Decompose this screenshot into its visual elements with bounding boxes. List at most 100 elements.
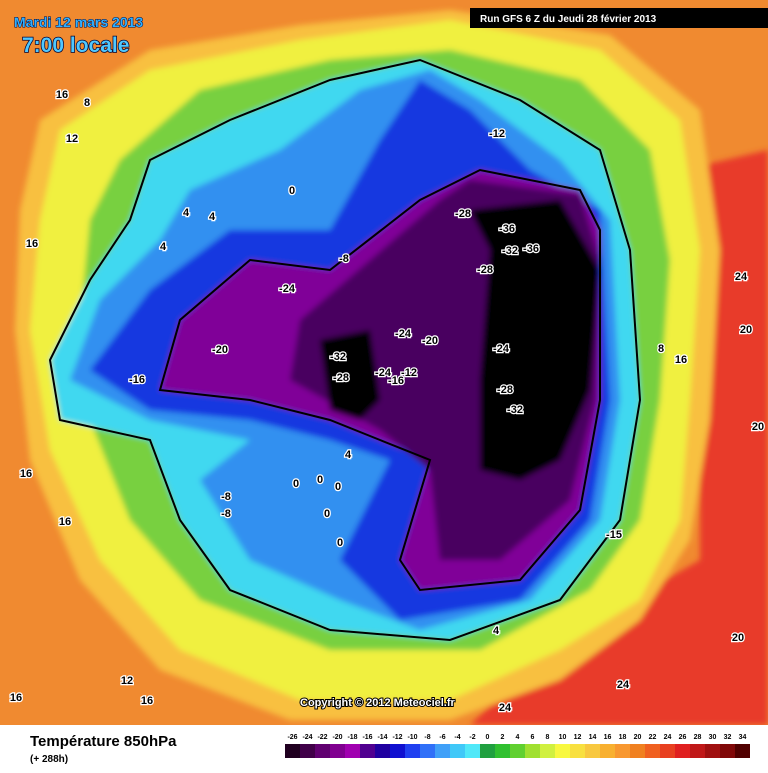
- run-box: [470, 8, 768, 28]
- colorbar-swatch: [315, 744, 330, 758]
- isotherm-label: 12: [121, 675, 133, 687]
- colorbar-swatch: [645, 744, 660, 758]
- colorbar-label: -4: [454, 734, 460, 741]
- isotherm-label: -20: [422, 335, 438, 347]
- colorbar-label: -14: [377, 734, 387, 741]
- isotherm-label: -12: [489, 128, 505, 140]
- isotherm-label: 8: [658, 343, 664, 355]
- footer-title: Température 850hPa: [30, 733, 177, 750]
- isotherm-label: -32: [502, 245, 518, 257]
- isotherm-label: -8: [221, 508, 231, 520]
- isotherm-label: 24: [617, 679, 630, 691]
- isotherm-label: 4: [209, 211, 216, 223]
- isotherm-label: 0: [289, 185, 295, 197]
- isotherm-label: 24: [735, 271, 748, 283]
- contour-line: [48, 58, 642, 642]
- isotherm-label: -28: [497, 384, 513, 396]
- isotherm-label: 20: [732, 632, 744, 644]
- footer-lead: (+ 288h): [30, 754, 68, 765]
- isotherm-label: -36: [523, 243, 539, 255]
- colorbar-label: 28: [694, 734, 702, 741]
- isotherm-label: 12: [66, 133, 78, 145]
- colorbar-label: 0: [486, 734, 490, 741]
- date: Mardi 12 mars 2013: [14, 14, 143, 30]
- colorbar-swatch: [375, 744, 390, 758]
- colorbar-swatch: [585, 744, 600, 758]
- colorbar-swatch: [570, 744, 585, 758]
- isotherm-label: 4: [160, 241, 167, 253]
- colorbar-label: 22: [649, 734, 657, 741]
- isotherm-label: -8: [339, 253, 349, 265]
- isotherm-label: -16: [129, 374, 145, 386]
- isotherm-label: 20: [740, 324, 752, 336]
- colorbar-label: 2: [501, 734, 505, 741]
- colorbar-label: 14: [589, 734, 597, 741]
- colorbar-swatch: [495, 744, 510, 758]
- colorbar-swatch: [450, 744, 465, 758]
- colorbar-label: 24: [664, 734, 672, 741]
- colorbar-swatch: [285, 744, 300, 758]
- isotherm-label: 16: [141, 695, 153, 707]
- isotherm-label: 0: [335, 481, 341, 493]
- colorbar-label: 30: [709, 734, 717, 741]
- colorbar-label: 26: [679, 734, 687, 741]
- isotherm-label: 16: [20, 468, 32, 480]
- isotherm-label: -16: [388, 375, 404, 387]
- colorbar-label: -10: [407, 734, 417, 741]
- colorbar-swatch: [600, 744, 615, 758]
- colorbar-label: -22: [317, 734, 327, 741]
- zone-minus-32: [470, 200, 600, 480]
- colorbar-label: 16: [604, 734, 612, 741]
- colorbar-swatch: [345, 744, 360, 758]
- colorbar-label: 4: [516, 734, 520, 741]
- isotherm-label: -20: [212, 344, 228, 356]
- isotherm-label: 4: [493, 625, 500, 637]
- copyright: Copyright © 2012 Meteociel.fr: [300, 697, 456, 709]
- isotherm-label: -24: [279, 283, 296, 295]
- isotherm-label: -8: [221, 491, 231, 503]
- isotherm-label: 24: [499, 702, 512, 714]
- colorbar-label: -26: [287, 734, 297, 741]
- contours: [48, 58, 642, 642]
- colorbar-swatch: [705, 744, 720, 758]
- isotherm-label: -32: [330, 351, 346, 363]
- isotherm-label: -15: [606, 529, 622, 541]
- colorbar-label: -2: [469, 734, 475, 741]
- colorbar-label: 32: [724, 734, 732, 741]
- colorbar-swatch: [360, 744, 375, 758]
- isotherm-label: 4: [183, 207, 190, 219]
- isotherm-label: 8: [84, 97, 90, 109]
- isotherm-label: 16: [675, 354, 687, 366]
- colorbar-label: -16: [362, 734, 372, 741]
- isotherm-label: -28: [333, 372, 349, 384]
- colorbar-swatch: [660, 744, 675, 758]
- isotherm-label: -28: [477, 264, 493, 276]
- colorbar-label: -12: [392, 734, 402, 741]
- isotherm-label: 16: [26, 238, 38, 250]
- colorbar-label: -18: [347, 734, 357, 741]
- colorbar-label: 34: [739, 734, 747, 741]
- colorbar-swatch: [525, 744, 540, 758]
- colorbar-swatch: [435, 744, 450, 758]
- colorbar-swatch: [510, 744, 525, 758]
- colorbar-swatch: [720, 744, 735, 758]
- isotherm-label: 20: [752, 421, 764, 433]
- colorbar-label: -20: [332, 734, 342, 741]
- colorbar-swatch: [390, 744, 405, 758]
- map-labels: 16 8 12 16 4 4 4 0 -8 -12 -28 -36 -32 -36 -28 -24 -20 -16…: [9, 88, 766, 716]
- colorbar-swatch: [405, 744, 420, 758]
- isotherm-label: -24: [395, 328, 412, 340]
- colorbar-label: 20: [634, 734, 642, 741]
- colorbar-swatch: [465, 744, 480, 758]
- run: Run GFS 6 Z du Jeudi 28 février 2013: [480, 14, 657, 25]
- isotherm-label: 16: [56, 89, 68, 101]
- colorbar-label: -8: [424, 734, 430, 741]
- isotherm-label: -12: [401, 367, 417, 379]
- time: 7:00 locale: [22, 34, 129, 57]
- colorbar-swatch: [690, 744, 705, 758]
- colorbar-swatch: [300, 744, 315, 758]
- colorbar-label: 12: [574, 734, 582, 741]
- isotherm-label: 0: [324, 508, 330, 520]
- colorbar-swatch: [420, 744, 435, 758]
- colorbar-swatch: [480, 744, 495, 758]
